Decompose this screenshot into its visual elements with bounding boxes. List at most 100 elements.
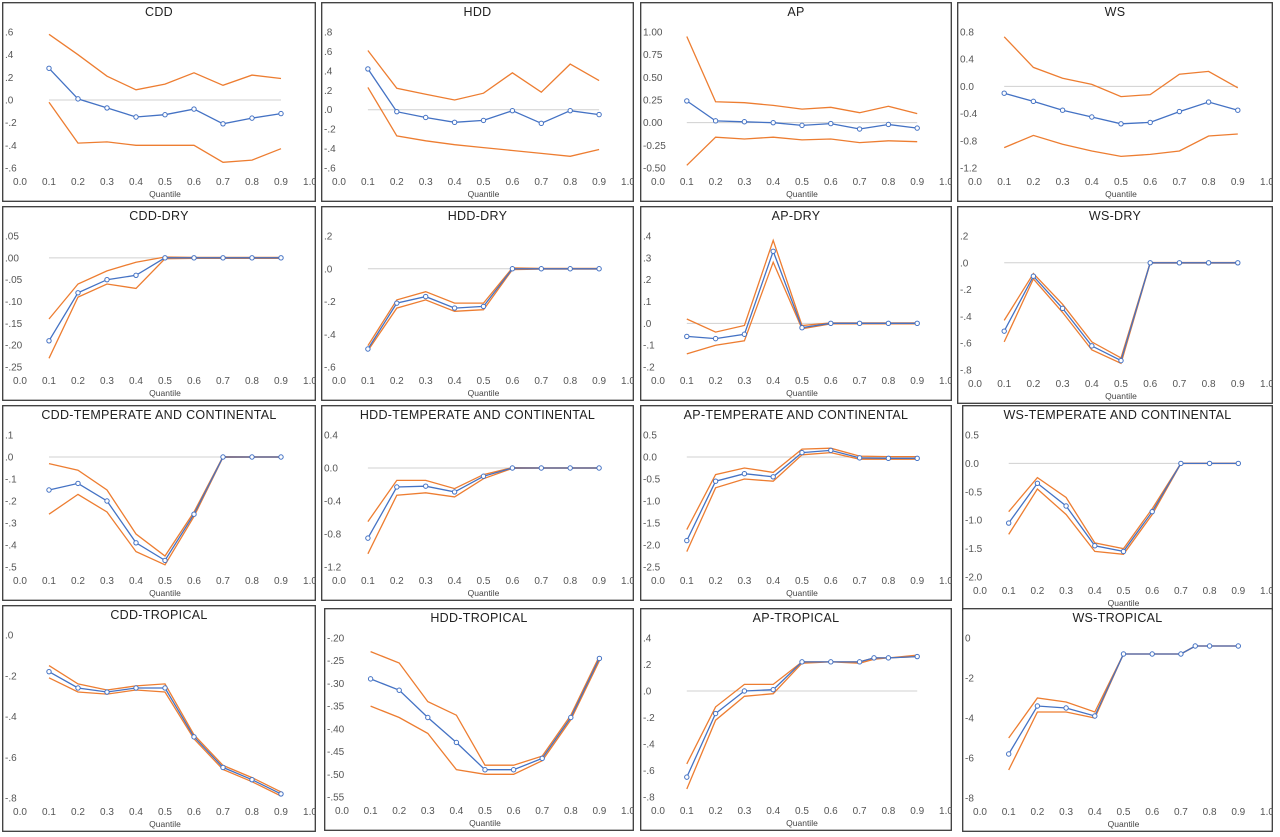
x-tick-label: 0.9	[592, 177, 606, 188]
estimate-point	[75, 96, 81, 102]
estimate-point	[396, 687, 402, 693]
estimate-point	[567, 266, 573, 272]
estimate-point	[220, 255, 226, 261]
chart-frame	[321, 405, 634, 601]
y-tick-label: -1.2	[324, 563, 342, 574]
x-tick-label: 0.8	[881, 177, 895, 188]
x-tick-label: 0.3	[737, 806, 751, 817]
x-tick-label: 0.9	[1231, 586, 1245, 597]
estimate-point	[741, 688, 748, 694]
x-tick-label: 0.5	[795, 177, 809, 188]
y-tick-label: 0.8	[960, 28, 974, 39]
x-axis-label: Quantile	[468, 588, 500, 598]
estimate-point	[539, 755, 545, 762]
x-tick-label: 0.4	[766, 376, 780, 387]
x-tick-label: 0.7	[534, 576, 548, 587]
x-tick-label: 0.2	[1026, 379, 1040, 390]
x-tick-label: 0.4	[1085, 379, 1099, 390]
estimate-point	[249, 454, 255, 460]
y-tick-label: -.15	[5, 319, 23, 330]
x-tick-label: 0.5	[158, 807, 172, 818]
estimate-point	[133, 540, 139, 546]
estimate-point	[770, 119, 776, 126]
y-tick-label: 0.4	[324, 431, 338, 442]
estimate-point	[510, 767, 517, 773]
x-tick-label: 0.4	[1088, 586, 1102, 597]
chart-hdd-tropical: HDD-TROPICAL -.20 -.25 -.30 -.35 -.40 -.45 -.50…	[324, 608, 634, 831]
x-tick-label: 0.6	[1143, 177, 1157, 188]
x-tick-label: 1.0	[621, 376, 634, 387]
estimate-point	[104, 689, 110, 695]
estimate-point	[482, 767, 488, 773]
y-tick-label: -.4	[5, 541, 17, 552]
y-tick-label: -.4	[5, 712, 17, 723]
estimate-point	[1092, 543, 1098, 549]
x-tick-label: 0.7	[1174, 586, 1188, 597]
x-tick-label: 1.0	[1260, 177, 1273, 188]
estimate-point	[162, 685, 168, 691]
estimate-point	[1089, 343, 1095, 349]
y-tick-label: -.6	[5, 164, 17, 175]
x-tick-label: 0.3	[737, 376, 751, 387]
x-tick-label: 0.8	[245, 576, 259, 587]
estimate-point	[451, 119, 458, 126]
estimate-point	[914, 125, 920, 131]
estimate-line	[686, 655, 918, 778]
estimate-point	[75, 480, 81, 487]
y-tick-label: -.2	[324, 297, 336, 308]
x-tick-label: 0.6	[505, 177, 519, 188]
x-tick-label: 0.4	[448, 177, 462, 188]
chart-frame	[957, 206, 1273, 404]
y-tick-label: 1.00	[643, 28, 663, 39]
x-tick-label: 0.3	[1056, 177, 1070, 188]
x-tick-label: 0.0	[651, 177, 665, 188]
upper-bound-line	[370, 650, 600, 766]
lower-bound-line	[48, 101, 282, 163]
x-axis-label: Quantile	[786, 588, 818, 598]
x-tick-label: 0.3	[100, 576, 114, 587]
x-tick-label: 0.6	[824, 376, 838, 387]
y-tick-label: .4	[643, 634, 652, 645]
estimate-point	[914, 455, 920, 462]
x-tick-label: 0.0	[332, 576, 346, 587]
estimate-point	[741, 119, 748, 125]
x-tick-label: 0.8	[1202, 177, 1216, 188]
y-tick-label: -2.0	[643, 541, 661, 552]
chart-cdd: CDD .6 .4 .2 .0 -.2 -.4 -.6 0.0 0.1 0.2 0.3 0.4 0.5 0.…	[2, 2, 316, 202]
x-tick-label: 1.0	[303, 177, 316, 188]
estimate-point	[1235, 643, 1241, 649]
x-axis-label: Quantile	[786, 818, 818, 828]
x-tick-label: 0.5	[477, 177, 491, 188]
x-tick-label: 0.1	[364, 806, 378, 817]
estimate-point	[799, 659, 805, 665]
estimate-point	[133, 272, 139, 279]
x-tick-label: 0.8	[245, 177, 259, 188]
estimate-point	[1030, 98, 1037, 105]
estimate-point	[162, 112, 168, 118]
estimate-point	[367, 676, 374, 682]
estimate-point	[684, 333, 690, 340]
estimate-point	[1006, 751, 1012, 757]
chart-cdd-temperate-and-continental: CDD-TEMPERATE AND CONTINENTAL .1 .0 -.1 -.2 -…	[2, 405, 316, 601]
chart-ws-temperate-and-continental: WS-TEMPERATE AND CONTINENTAL 0.5 0.0 -0.5 -1…	[962, 405, 1273, 611]
y-tick-label: -.4	[324, 144, 336, 155]
estimate-point	[509, 266, 516, 272]
estimate-point	[596, 655, 603, 662]
y-tick-label: -.4	[324, 330, 336, 341]
x-tick-label: 0.8	[1203, 586, 1217, 597]
x-tick-label: 0.1	[361, 376, 375, 387]
chart-frame	[2, 605, 316, 832]
lower-bound-line	[686, 136, 918, 166]
y-tick-label: .2	[324, 86, 333, 97]
x-tick-label: 0.0	[973, 586, 987, 597]
y-tick-label: -.1	[5, 475, 17, 486]
x-tick-label: 0.3	[737, 177, 751, 188]
y-tick-label: .1	[643, 297, 652, 308]
chart-title: AP-TEMPERATE AND CONTINENTAL	[684, 408, 909, 422]
x-tick-label: 0.0	[332, 177, 346, 188]
estimate-point	[1235, 260, 1241, 266]
x-tick-label: 0.1	[42, 807, 56, 818]
estimate-point	[1059, 107, 1066, 113]
estimate-point	[914, 320, 920, 327]
x-tick-label: 0.7	[216, 576, 230, 587]
